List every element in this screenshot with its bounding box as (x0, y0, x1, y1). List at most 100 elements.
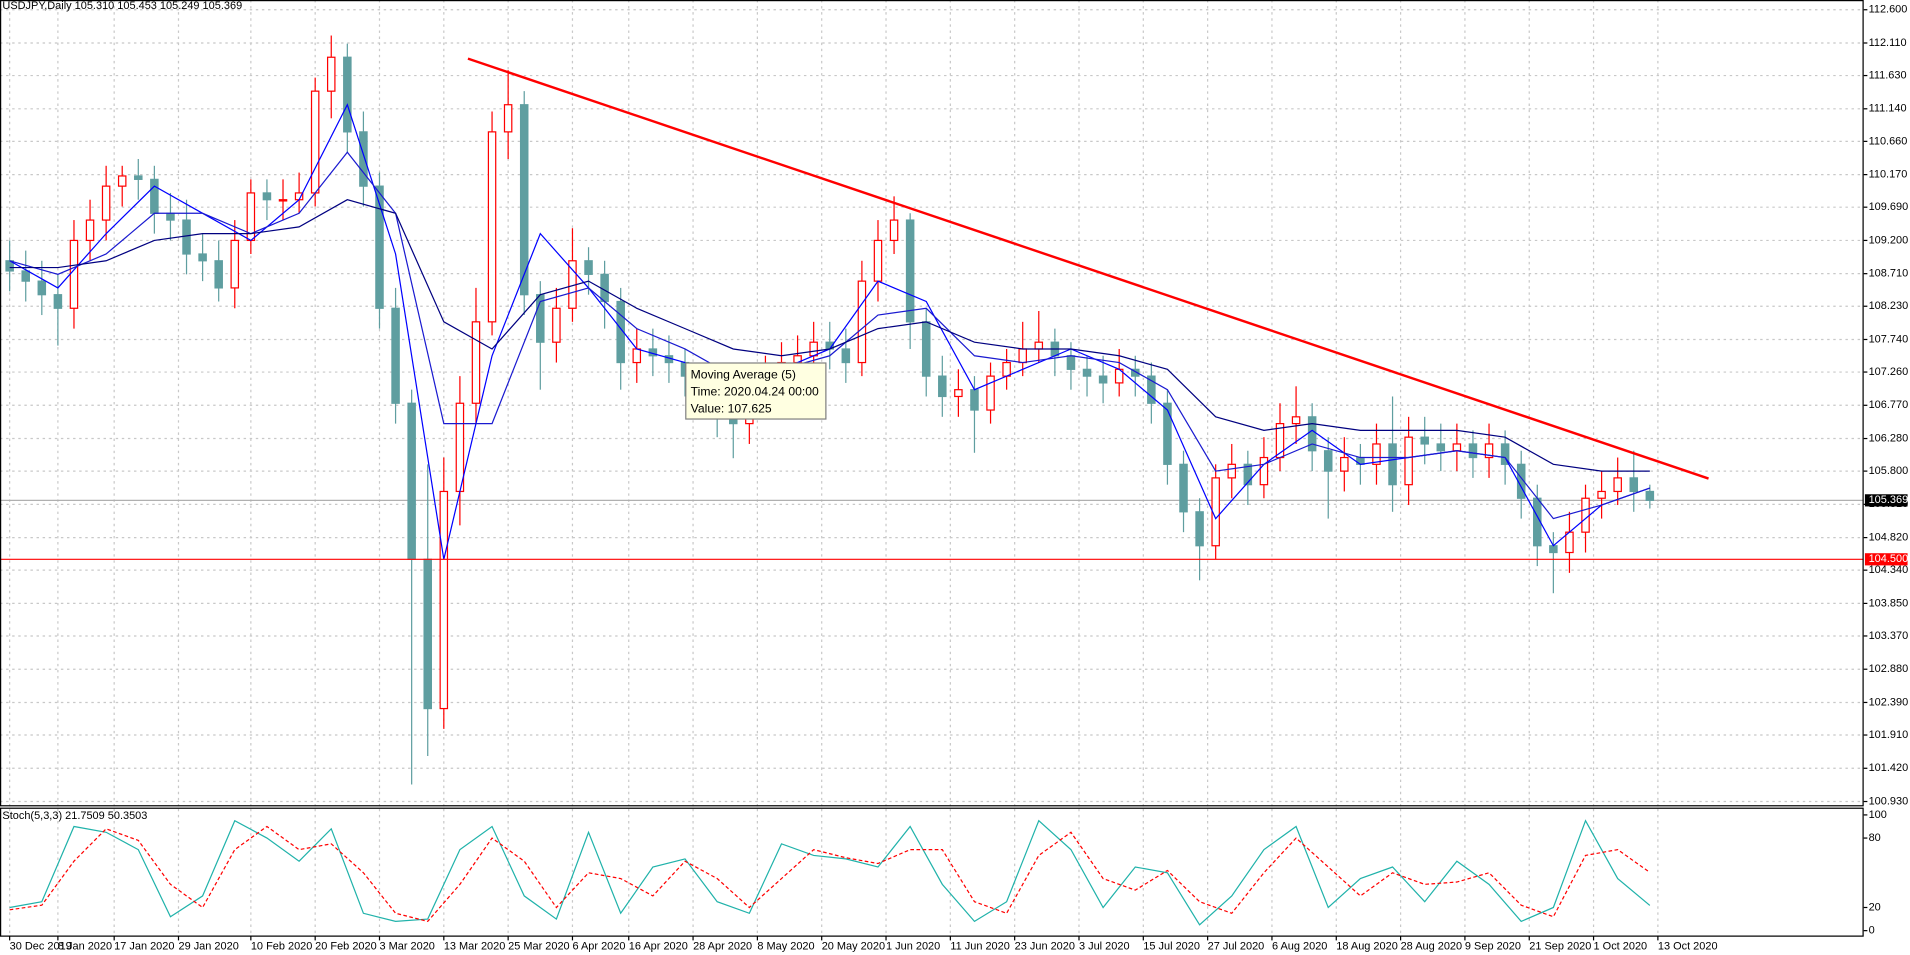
candle-body (1340, 456, 1349, 472)
stochastic-pane (9, 819, 1651, 926)
y-tick-label: 80 (1869, 832, 1881, 844)
y-tick-label: 110.170 (1869, 169, 1908, 181)
candle-body (809, 341, 818, 357)
x-tick-label: 13 Mar 2020 (444, 940, 506, 952)
candle-body (1147, 375, 1156, 404)
x-tick-label: 1 Jun 2020 (886, 940, 940, 952)
candle-body (407, 402, 416, 560)
candle-body (214, 260, 223, 289)
x-tick-label: 21 Sep 2020 (1529, 940, 1591, 952)
candle-body (1307, 416, 1317, 452)
tooltip-box (685, 362, 827, 420)
candle-body (1034, 341, 1044, 350)
candle-body (1243, 463, 1253, 486)
x-tick-label: 8 May 2020 (757, 940, 814, 952)
x-tick-label: 17 Jan 2020 (114, 940, 174, 952)
x-tick-label: 6 Apr 2020 (572, 940, 625, 952)
candle-body (1420, 436, 1429, 445)
x-tick-label: 15 Jul 2020 (1143, 940, 1200, 952)
x-tick-label: 28 Apr 2020 (693, 940, 752, 952)
candle-body (1131, 368, 1140, 377)
level-label-box (1864, 553, 1908, 566)
candle-body (101, 185, 111, 221)
candle-body (1500, 443, 1510, 465)
candle-body (1549, 545, 1558, 554)
y-tick-label: 105.800 (1869, 465, 1909, 477)
candle-body (37, 280, 47, 296)
candle-body (1195, 511, 1204, 547)
candle-body (1388, 443, 1397, 486)
candle-body (1082, 368, 1092, 377)
x-tick-label: 28 Aug 2020 (1401, 940, 1463, 952)
candle-body (21, 270, 30, 282)
candle-body (359, 131, 368, 187)
y-tick-label: 107.260 (1869, 366, 1909, 378)
y-tick-label: 104.340 (1869, 564, 1909, 576)
y-tick-label: 107.740 (1869, 333, 1909, 345)
candle-body (1372, 443, 1381, 465)
trendline (467, 57, 1709, 480)
candle-body (600, 273, 609, 303)
x-tick-label: 30 Dec 2019 (10, 940, 72, 952)
y-tick-label: 106.280 (1869, 432, 1909, 444)
y-tick-label: 106.770 (1869, 399, 1909, 411)
candle-body (986, 375, 995, 411)
y-tick-label: 111.630 (1869, 69, 1907, 81)
x-tick-label: 6 Aug 2020 (1272, 940, 1327, 952)
candle-body (1468, 443, 1478, 459)
candle-body (423, 558, 433, 710)
candle-body (503, 104, 513, 133)
stochastic-pane-border (0, 807, 1864, 937)
x-tick-label: 27 Jul 2020 (1208, 940, 1265, 952)
chart-title: USDJPY,Daily 105.310 105.453 105.249 105… (2, 0, 242, 12)
y-tick-label: 104.820 (1869, 531, 1909, 543)
candle-body (584, 260, 593, 275)
candle-body (391, 307, 400, 404)
candle-body (1002, 361, 1011, 377)
candle-body (1227, 463, 1237, 479)
candle-body (1613, 477, 1622, 493)
level-label: 104.500 (1869, 553, 1909, 565)
y-tick-label: 109.690 (1869, 201, 1909, 213)
candle-body (343, 56, 352, 133)
tooltip-line: Value: 107.625 (691, 402, 772, 416)
candle-body (69, 239, 79, 309)
candle-body (117, 175, 127, 187)
candle-body (198, 253, 207, 262)
candle-body (1179, 463, 1188, 513)
candle-body (1484, 443, 1494, 459)
y-tick-label: 102.390 (1869, 696, 1909, 708)
grid-layer (0, 0, 1864, 936)
candle-body (1581, 497, 1590, 533)
candle-body (1645, 490, 1655, 501)
x-tick-label: 10 Feb 2020 (251, 940, 313, 952)
candle-body (53, 294, 63, 309)
candle-body (1597, 490, 1606, 499)
y-tick-label: 100.930 (1869, 795, 1909, 807)
x-tick-label: 1 Oct 2020 (1594, 940, 1648, 952)
candle-body (1163, 402, 1172, 465)
y-tick-label: 103.370 (1869, 630, 1909, 642)
candle-body (326, 56, 336, 92)
candle-body (938, 375, 947, 398)
bid-label: 105.369 (1869, 494, 1909, 506)
y-tick-label: 0 (1869, 925, 1875, 937)
y-tick-label: 108.710 (1869, 268, 1909, 280)
candle-body (857, 280, 867, 364)
candle-body (471, 321, 481, 404)
candle-body (841, 348, 851, 364)
candle-body (954, 389, 963, 398)
stochastic-title: Stoch(5,3,3) 21.7509 50.3503 (2, 810, 147, 822)
candle-body (487, 131, 497, 323)
candle-body (166, 212, 175, 221)
candle-body (375, 185, 384, 309)
candle-body (519, 104, 529, 296)
candle-body (873, 239, 883, 282)
price-pane-border (0, 0, 1864, 807)
candle-body (616, 300, 625, 364)
y-tick-label: 100 (1869, 809, 1887, 821)
candle-body (1018, 348, 1027, 364)
candle-body (552, 307, 561, 343)
